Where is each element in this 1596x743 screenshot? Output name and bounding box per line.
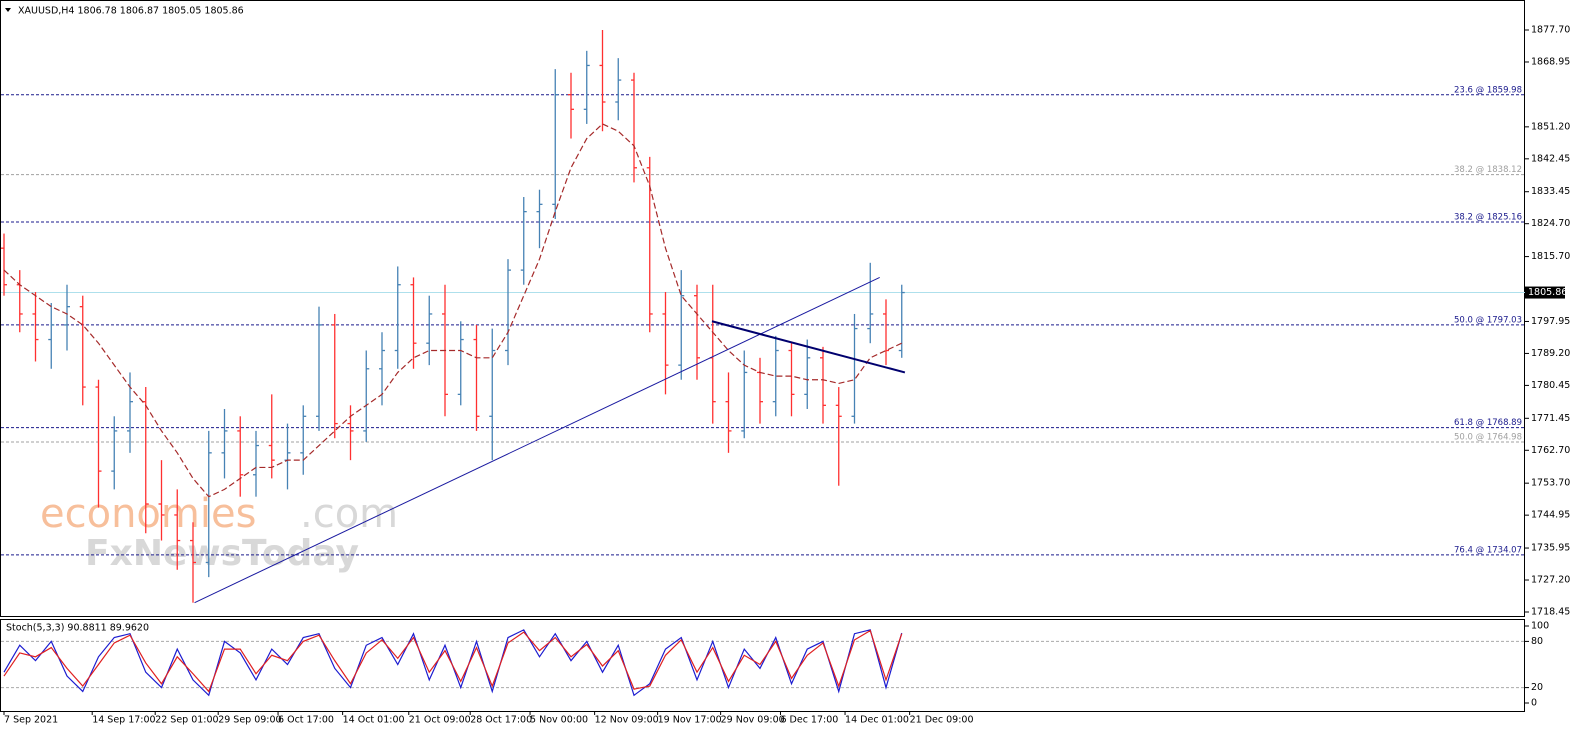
y-tick-label: 1718.45 <box>1531 606 1570 617</box>
trendline <box>711 320 906 374</box>
current-price-label: 1805.86 <box>1528 287 1567 298</box>
stoch-tick-label: 0 <box>1531 697 1537 708</box>
y-tick-label: 1833.45 <box>1531 186 1570 197</box>
x-tick-label: 28 Oct 17:00 <box>470 715 532 726</box>
y-tick-label: 1771.45 <box>1531 413 1570 424</box>
y-tick-label: 1797.95 <box>1531 316 1570 327</box>
x-tick-label: 12 Nov 09:00 <box>595 715 659 726</box>
stoch-tick-label: 80 <box>1531 636 1543 647</box>
stoch-title: Stoch(5,3,3) 90.8811 89.9620 <box>6 623 149 634</box>
y-tick-label: 1780.45 <box>1531 380 1570 391</box>
fib-label: 61.8 @ 1768.89 <box>1454 418 1522 428</box>
y-tick-label: 1735.95 <box>1531 543 1570 554</box>
current-price-box <box>1525 286 1565 299</box>
watermark: .com <box>300 491 398 537</box>
y-tick-label: 1824.70 <box>1531 218 1570 229</box>
x-tick-label: 29 Sep 09:00 <box>218 715 281 726</box>
fib-label: 50.0 @ 1764.98 <box>1454 432 1522 442</box>
x-tick-label: 21 Oct 09:00 <box>409 715 471 726</box>
y-tick-label: 1842.45 <box>1531 153 1570 164</box>
stoch-line <box>3 629 903 693</box>
main-frame <box>0 0 1525 617</box>
x-tick-label: 19 Nov 17:00 <box>658 715 722 726</box>
x-tick-label: 29 Nov 09:00 <box>721 715 785 726</box>
y-tick-label: 1868.95 <box>1531 56 1570 67</box>
fib-label: 50.0 @ 1797.03 <box>1454 315 1522 325</box>
trendline <box>194 276 880 604</box>
watermark: FxNewsToday <box>85 533 359 574</box>
stoch-tick-label: 100 <box>1531 621 1549 632</box>
x-tick-label: 21 Dec 09:00 <box>910 715 974 726</box>
chart-title: XAUUSD,H4 1806.78 1806.87 1805.05 1805.8… <box>18 6 244 17</box>
symbol-arrow <box>5 8 11 12</box>
y-tick-label: 1762.70 <box>1531 445 1570 456</box>
fib-label: 38.2 @ 1825.16 <box>1454 213 1522 223</box>
y-tick-label: 1727.20 <box>1531 575 1570 586</box>
fib-label: 38.2 @ 1838.12 <box>1454 165 1522 175</box>
x-tick-label: 6 Oct 17:00 <box>278 715 334 726</box>
x-tick-label: 14 Sep 17:00 <box>92 715 155 726</box>
stoch-tick-label: 20 <box>1531 682 1543 693</box>
x-tick-label: 14 Dec 01:00 <box>845 715 909 726</box>
x-tick-label: 22 Sep 01:00 <box>155 715 218 726</box>
fib-label: 76.4 @ 1734.07 <box>1454 545 1522 555</box>
y-tick-label: 1815.70 <box>1531 251 1570 262</box>
moving-average <box>3 123 903 498</box>
watermark: economies <box>40 491 256 537</box>
y-tick-label: 1789.20 <box>1531 348 1570 359</box>
x-tick-label: 6 Dec 17:00 <box>780 715 838 726</box>
y-tick-label: 1877.70 <box>1531 25 1570 36</box>
fib-label: 23.6 @ 1859.98 <box>1454 85 1522 95</box>
y-tick-label: 1851.20 <box>1531 121 1570 132</box>
stoch-frame <box>0 619 1525 712</box>
x-tick-label: 14 Oct 01:00 <box>343 715 405 726</box>
x-tick-label: 7 Sep 2021 <box>4 715 58 726</box>
y-tick-label: 1753.70 <box>1531 478 1570 489</box>
y-tick-label: 1744.95 <box>1531 510 1570 521</box>
stoch-line <box>3 629 903 697</box>
x-tick-label: 5 Nov 00:00 <box>530 715 588 726</box>
